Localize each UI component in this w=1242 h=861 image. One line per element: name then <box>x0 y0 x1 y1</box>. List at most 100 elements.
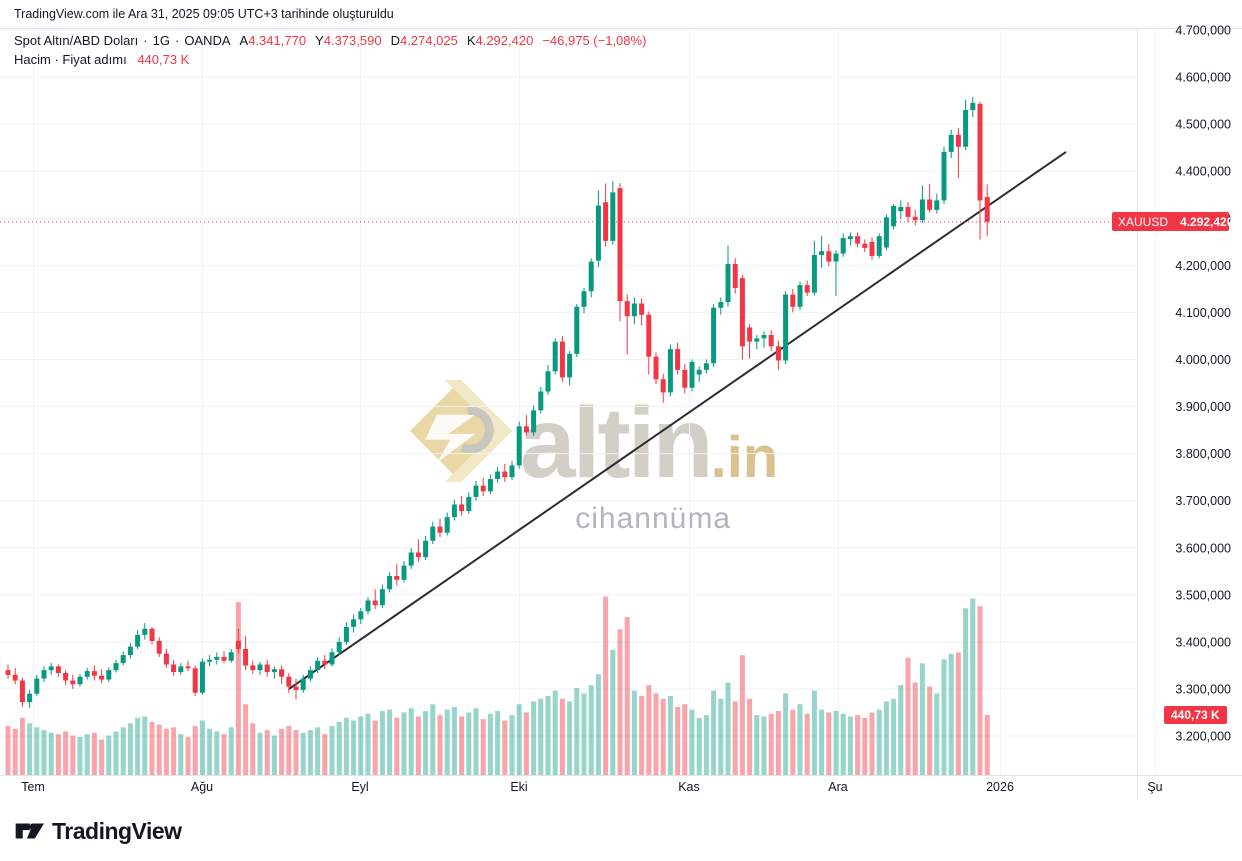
volume-bar <box>495 711 501 775</box>
candle-body <box>199 661 205 693</box>
volume-bar <box>351 720 357 775</box>
volume-bar <box>847 716 853 775</box>
price-axis-label: 3.800,000 <box>1175 447 1231 461</box>
price-axis-label: 3.200,000 <box>1175 730 1231 744</box>
volume-bar <box>675 706 681 775</box>
watermark: altin .in cihannüma <box>408 378 778 536</box>
price-axis-label: 4.000,000 <box>1175 353 1231 367</box>
volume-bar <box>703 715 709 775</box>
candle-body <box>948 134 954 152</box>
volume-bar <box>689 709 695 775</box>
symbol-title: Spot Altın/ABD Doları <box>14 33 139 48</box>
candle-body <box>343 626 349 642</box>
time-axis-label: 2026 <box>986 780 1014 794</box>
time-axis-label: Ağu <box>191 780 213 794</box>
volume-bar <box>243 704 249 775</box>
volume-bar <box>394 717 400 775</box>
candle-body <box>351 619 357 627</box>
candle-body <box>214 656 220 660</box>
volume-bar <box>963 608 969 775</box>
volume-bar <box>286 725 292 775</box>
watermark-tld: .in <box>710 424 779 490</box>
price-axis-label: 4.500,000 <box>1175 118 1231 132</box>
candle-body <box>840 238 846 254</box>
candle-body <box>574 306 580 354</box>
volume-bar <box>163 728 169 775</box>
candle-body <box>228 652 234 661</box>
candle-body <box>869 241 875 256</box>
symbol-legend-row[interactable]: Spot Altın/ABD Doları · 1G · OANDA A4.341,770… <box>14 33 646 48</box>
separator: · <box>174 33 180 48</box>
change-value: −46,975 (−1,08%) <box>542 33 647 48</box>
volume-bar <box>797 704 803 775</box>
volume-bar <box>99 739 105 775</box>
candle-body <box>747 327 753 342</box>
candle-body <box>401 565 407 580</box>
volume-legend-row[interactable]: Hacim · Fiyat adımı 440,73 K <box>14 52 646 67</box>
volume-bar <box>603 596 609 775</box>
volume-bar <box>912 682 918 775</box>
candle-body <box>120 655 126 664</box>
candle-body <box>91 671 97 676</box>
tradingview-logo[interactable]: TradingView <box>14 816 182 846</box>
volume-bar <box>905 657 911 775</box>
volume-bar <box>775 711 781 775</box>
volume-bar <box>70 735 76 775</box>
volume-bar <box>840 713 846 775</box>
candle-body <box>804 285 810 293</box>
volume-bar <box>199 720 205 775</box>
volume-bar <box>811 690 817 775</box>
candle-body <box>696 369 702 375</box>
volume-bar <box>617 629 623 775</box>
watermark-brand: altin <box>520 387 714 499</box>
volume-bar <box>185 736 191 775</box>
volume-bar <box>336 721 342 775</box>
volume-bar <box>624 617 630 775</box>
candle-body <box>84 671 90 677</box>
candle-body <box>595 205 601 261</box>
time-axis-label: Ara <box>828 780 848 794</box>
volume-bar <box>545 696 551 775</box>
volume-bar <box>48 732 54 775</box>
price-axis-label: 4.200,000 <box>1175 259 1231 273</box>
candle-body <box>725 263 731 303</box>
volume-bar <box>466 712 472 775</box>
candle-body <box>372 600 378 606</box>
candle-body <box>783 294 789 361</box>
candle-body <box>135 634 141 647</box>
volume-bar <box>509 715 515 775</box>
volume-bar <box>214 731 220 775</box>
candle-body <box>703 363 709 370</box>
candle-body <box>862 243 868 248</box>
volume-bar <box>631 690 637 775</box>
volume-bar <box>711 690 717 775</box>
volume-bar <box>19 717 25 775</box>
candle-body <box>257 664 263 671</box>
chart-legend[interactable]: Spot Altın/ABD Doları · 1G · OANDA A4.341,770… <box>14 33 646 67</box>
volume-bar <box>581 693 587 775</box>
volume-bar <box>869 712 875 775</box>
price-axis-label: 3.400,000 <box>1175 635 1231 649</box>
volume-bar <box>444 709 450 775</box>
volume-bar <box>487 713 493 775</box>
volume-bar <box>192 725 198 775</box>
tradingview-logo-text: TradingView <box>52 817 182 844</box>
volume-bar <box>221 734 227 775</box>
candle-body <box>739 278 745 347</box>
volume-bar <box>459 716 465 775</box>
volume-bar <box>91 732 97 775</box>
candle-body <box>833 253 839 262</box>
candle-body <box>77 676 83 685</box>
volume-bar <box>293 730 299 775</box>
volume-bar <box>732 701 738 775</box>
volume-bar <box>941 659 947 775</box>
price-axis-label: 3.600,000 <box>1175 541 1231 555</box>
candle-body <box>408 552 414 566</box>
candle-body <box>941 151 947 201</box>
volume-bar <box>228 727 234 775</box>
volume-bar <box>120 727 126 775</box>
volume-bar <box>977 606 983 775</box>
ohlc-high: Y4.373,590 <box>315 33 382 48</box>
candle-body <box>34 678 40 694</box>
volume-bar <box>300 732 306 775</box>
